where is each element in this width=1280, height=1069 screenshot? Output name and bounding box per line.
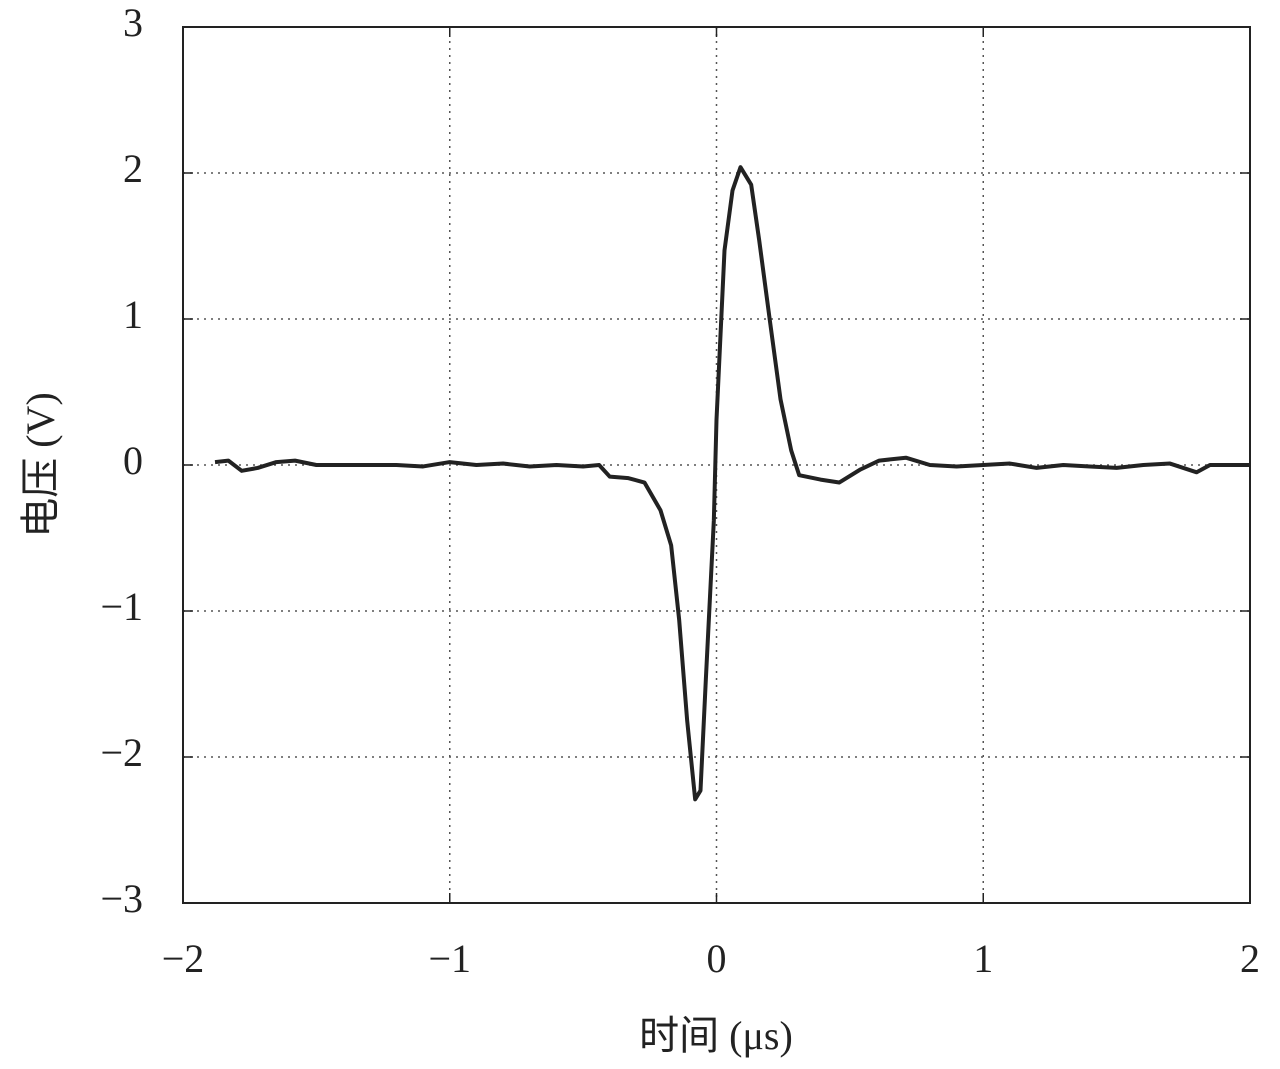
- y-tick-label: 3: [123, 0, 143, 45]
- x-axis-label: 时间 (μs): [639, 1013, 793, 1058]
- y-tick-label: −3: [100, 876, 143, 921]
- y-tick-label: −1: [100, 584, 143, 629]
- y-tick-label: −2: [100, 730, 143, 775]
- x-tick-label: 0: [707, 936, 727, 981]
- y-tick-label: 1: [123, 292, 143, 337]
- y-tick-label: 2: [123, 146, 143, 191]
- data-line: [214, 165, 1250, 802]
- x-tick-label: 2: [1240, 936, 1260, 981]
- x-tick-label: −1: [428, 936, 471, 981]
- x-tick-label: 1: [973, 936, 993, 981]
- y-axis-label: 电压 (V): [18, 392, 63, 538]
- x-tick-label: −2: [162, 936, 205, 981]
- y-tick-label: 0: [123, 438, 143, 483]
